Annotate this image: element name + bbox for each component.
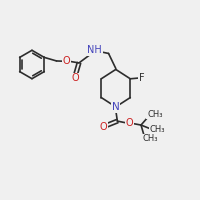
Text: O: O bbox=[72, 73, 79, 83]
Text: NH: NH bbox=[87, 45, 102, 55]
Text: CH₃: CH₃ bbox=[147, 110, 163, 119]
Text: O: O bbox=[63, 56, 71, 66]
Text: O: O bbox=[100, 122, 108, 132]
Text: F: F bbox=[139, 73, 145, 83]
Text: CH₃: CH₃ bbox=[150, 125, 165, 134]
Text: N: N bbox=[112, 102, 120, 112]
Text: O: O bbox=[126, 118, 133, 128]
Text: CH₃: CH₃ bbox=[142, 134, 158, 143]
